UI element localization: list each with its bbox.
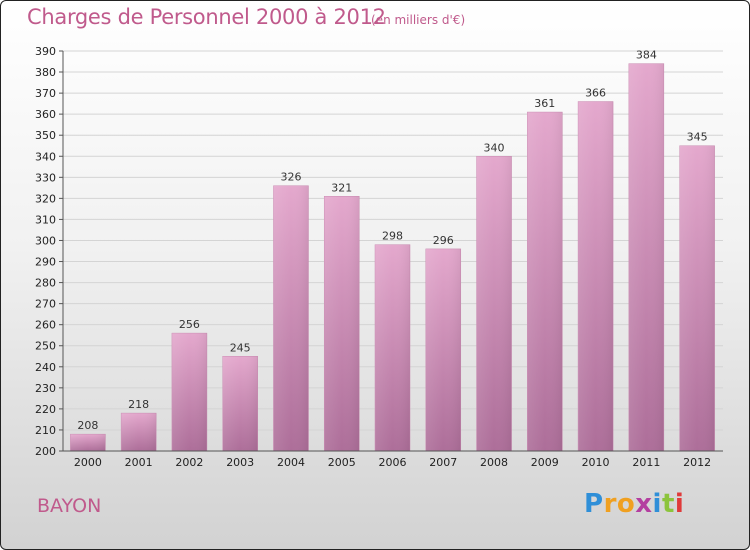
y-tick-label: 360 — [35, 108, 56, 121]
bar-shine — [527, 112, 563, 451]
chart-subtitle: (en milliers d'€) — [371, 13, 466, 27]
x-tick-label: 2009 — [531, 456, 559, 469]
data-label-2006: 298 — [382, 230, 403, 243]
y-tick-label: 370 — [35, 87, 56, 100]
bar-shine — [324, 196, 360, 451]
x-tick-label: 2004 — [277, 456, 305, 469]
y-tick-label: 280 — [35, 277, 56, 290]
y-tick-label: 260 — [35, 319, 56, 332]
y-tick-label: 250 — [35, 340, 56, 353]
proxiti-logo: Proxiti — [584, 489, 684, 519]
y-tick-label: 350 — [35, 129, 56, 142]
logo-letter: P — [584, 489, 604, 519]
x-tick-label: 2006 — [379, 456, 407, 469]
x-tick-label: 2010 — [582, 456, 610, 469]
bar-shine — [679, 145, 715, 451]
data-label-2012: 345 — [687, 131, 708, 144]
data-label-2010: 366 — [585, 87, 606, 100]
logo-letter: t — [661, 489, 675, 519]
data-label-2008: 340 — [484, 141, 505, 154]
bar-shine — [121, 413, 157, 451]
data-label-2000: 208 — [77, 419, 98, 432]
data-label-2007: 296 — [433, 234, 454, 247]
y-tick-label: 230 — [35, 382, 56, 395]
data-label-2003: 245 — [230, 341, 251, 354]
bar-shine — [375, 244, 410, 451]
x-tick-label: 2001 — [125, 456, 153, 469]
y-tick-label: 330 — [35, 171, 56, 184]
data-label-2002: 256 — [179, 318, 200, 331]
y-tick-label: 220 — [35, 403, 56, 416]
data-label-2009: 361 — [534, 97, 555, 110]
y-tick-label: 240 — [35, 361, 56, 374]
y-tick-label: 380 — [35, 66, 56, 79]
y-tick-label: 310 — [35, 213, 56, 226]
place-label: BAYON — [37, 495, 102, 517]
data-label-2011: 384 — [636, 49, 657, 62]
x-tick-label: 2002 — [175, 456, 203, 469]
logo-letter: i — [652, 489, 662, 519]
x-tick-label: 2011 — [632, 456, 660, 469]
bar-shine — [628, 63, 664, 451]
y-tick-label: 290 — [35, 256, 56, 269]
bar-shine — [222, 356, 258, 451]
y-tick-label: 300 — [35, 234, 56, 247]
logo-letter: r — [603, 489, 617, 519]
y-tick-label: 390 — [35, 45, 56, 58]
x-tick-label: 2008 — [480, 456, 508, 469]
logo-letter: o — [616, 489, 636, 519]
bar-shine — [578, 101, 614, 452]
logo-letter: x — [635, 489, 653, 519]
data-label-2005: 321 — [331, 181, 352, 194]
y-tick-label: 200 — [35, 445, 56, 458]
y-tick-label: 340 — [35, 150, 56, 163]
x-tick-label: 2003 — [226, 456, 254, 469]
x-tick-label: 2000 — [74, 456, 102, 469]
bar-shine — [425, 248, 461, 451]
bar-shine — [171, 333, 207, 451]
bar-shine — [273, 185, 309, 451]
bar-shine — [70, 434, 106, 451]
data-label-2004: 326 — [280, 171, 301, 184]
logo-letter: i — [674, 489, 685, 519]
y-tick-label: 320 — [35, 192, 56, 205]
bar-shine — [476, 156, 512, 451]
x-tick-label: 2012 — [683, 456, 711, 469]
y-tick-label: 210 — [35, 424, 56, 437]
y-tick-label: 270 — [35, 298, 56, 311]
x-tick-label: 2007 — [429, 456, 457, 469]
data-label-2001: 218 — [128, 398, 149, 411]
x-tick-label: 2005 — [328, 456, 356, 469]
chart-title: Charges de Personnel 2000 à 2012 — [27, 5, 386, 29]
